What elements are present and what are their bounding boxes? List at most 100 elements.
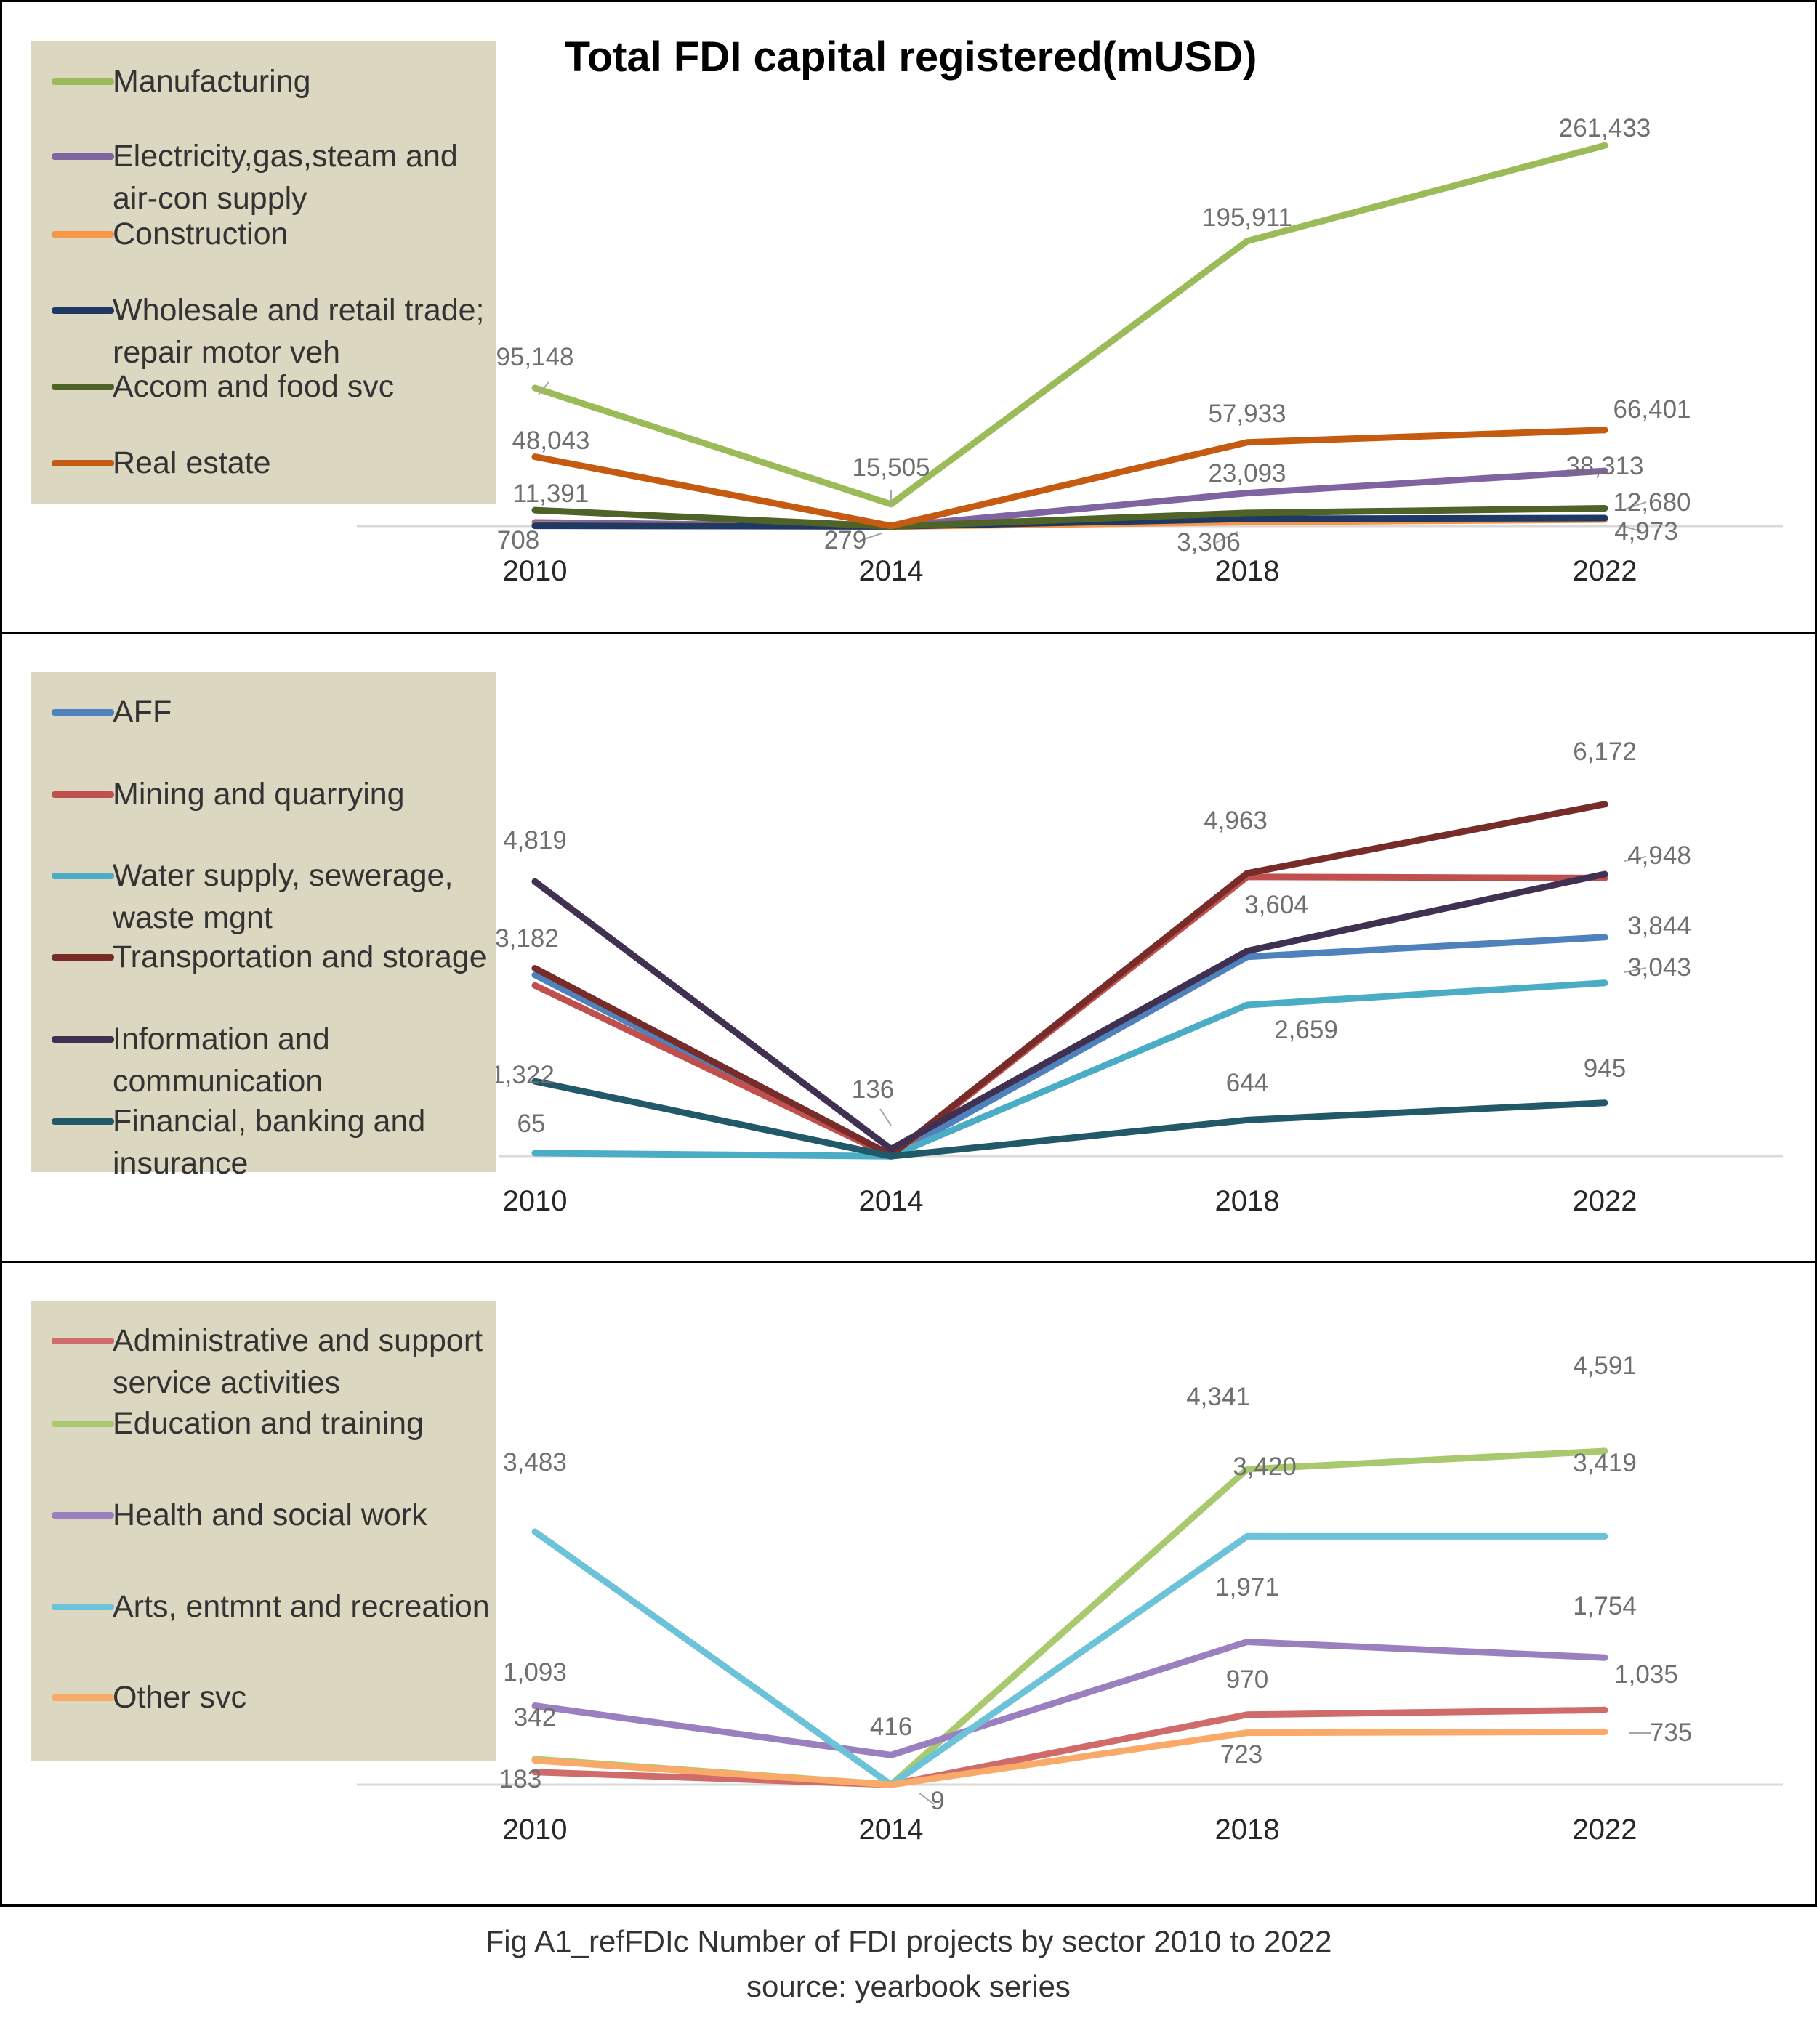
legend-label: Manufacturing: [113, 64, 311, 99]
data-label: 183: [499, 1765, 541, 1793]
series-line: [531, 1639, 1608, 1758]
legend-label: Accom and food svc: [113, 369, 395, 404]
x-tick-label: 2014: [859, 1185, 924, 1217]
data-label: 3,420: [1233, 1453, 1297, 1481]
series-line: [531, 870, 1608, 1152]
legend-swatch: [52, 709, 114, 716]
x-tick-label: 2022: [1573, 1814, 1637, 1846]
legend-swatch: [52, 791, 114, 798]
series-line: [531, 979, 1608, 1160]
legend-swatch: [52, 954, 114, 961]
legend-swatch: [52, 1604, 114, 1610]
data-label: 12,680: [1613, 488, 1691, 517]
data-label: 38,313: [1566, 452, 1643, 480]
data-label: 3,182: [495, 924, 559, 953]
legend-swatch: [52, 384, 114, 390]
legend-label: Financial, banking and insurance: [113, 1104, 426, 1181]
legend-label: Arts, entmnt and recreation: [113, 1589, 490, 1624]
series-line: [531, 1728, 1608, 1788]
label-leader-line: [1624, 856, 1647, 862]
data-label: 3,604: [1244, 891, 1308, 919]
data-label: 723: [1220, 1740, 1262, 1769]
data-label: 48,043: [512, 427, 589, 455]
x-tick-label: 2014: [859, 555, 924, 587]
data-label: 195,911: [1202, 203, 1292, 232]
legend-swatch: [52, 307, 114, 314]
series-line: [531, 1528, 1608, 1788]
data-label: 95,148: [496, 343, 573, 371]
legend-label: Water supply, sewerage, waste mgnt: [113, 858, 454, 935]
series-line: [531, 1078, 1608, 1160]
legend-sectors-a: AFF Mining and quarrying Water supply, sew…: [31, 672, 496, 1181]
label-leader-line: [1619, 525, 1642, 532]
x-tick-label: 2010: [503, 1814, 568, 1846]
label-leader-line: [919, 1793, 935, 1805]
legend-capital: Manufacturing Electricity,gas,steam and a…: [31, 41, 496, 504]
data-label: 708: [497, 526, 539, 554]
x-tick-label: 2018: [1215, 1814, 1280, 1846]
data-label: 644: [1226, 1069, 1268, 1097]
data-label: 3,419: [1573, 1449, 1637, 1477]
data-label: 6,172: [1573, 738, 1637, 766]
chart-panel-capital: 2010 2014 2018 2022 95,148 15,505 195,911 261,4…: [0, 0, 1817, 634]
data-label: 3,844: [1627, 912, 1691, 940]
data-label: 11,391: [513, 480, 589, 508]
legend-label: Education and training: [113, 1406, 424, 1441]
legend-label: Real estate: [113, 445, 271, 480]
series-line: [531, 505, 1608, 530]
chart-title: Total FDI capital registered(mUSD): [564, 33, 1257, 81]
legend-swatch: [52, 1118, 114, 1125]
legend-label: Construction: [113, 217, 289, 251]
legend-swatch: [52, 1694, 114, 1701]
x-tick-label: 2010: [503, 1185, 568, 1217]
legend-label: Health and social work: [113, 1498, 427, 1532]
data-label: 15,505: [852, 453, 930, 482]
legend-swatch: [52, 873, 114, 879]
x-tick-label: 2018: [1215, 1185, 1280, 1217]
data-label: 1,035: [1614, 1660, 1678, 1689]
figure-source: source: yearbook series: [746, 1969, 1071, 2003]
data-label: 4,341: [1186, 1383, 1250, 1411]
chart-plot-capital: 2010 2014 2018 2022 95,148 15,505 195,911 261,4…: [357, 114, 1783, 587]
data-label: 2,659: [1274, 1016, 1338, 1044]
data-label: 57,933: [1208, 400, 1286, 428]
data-label: 416: [870, 1713, 912, 1741]
data-label: 342: [514, 1703, 556, 1732]
chart-panel-sectors-b: 2010 2014 2018 2022 183 9 970 1,035 4,341 4,591 1,…: [0, 1261, 1817, 1907]
x-tick-label: 2018: [1215, 555, 1280, 587]
x-tick-label: 2014: [859, 1814, 924, 1846]
series-line: [531, 1706, 1608, 1788]
x-tick-label: 2010: [503, 555, 568, 587]
label-leader-line: [1624, 967, 1647, 973]
series-line: [531, 142, 1608, 508]
legend-label: Other svc: [113, 1680, 246, 1715]
x-tick-label: 2022: [1573, 1185, 1637, 1217]
data-label: 4,819: [503, 826, 567, 855]
legend-label: Information and communication: [113, 1022, 330, 1099]
data-label: 4,948: [1627, 841, 1691, 870]
data-label: 970: [1226, 1665, 1268, 1694]
legend-label: Transportation and storage: [113, 940, 487, 974]
chart-plot-sectors-a: 2010 2014 2018 2022 3,182 3,844 65 2,659 3,043 4,…: [491, 738, 1783, 1217]
data-label: 4,591: [1573, 1352, 1637, 1380]
data-label: 1,971: [1215, 1573, 1279, 1601]
data-label: 3,043: [1627, 953, 1691, 982]
data-label: 1,093: [503, 1658, 567, 1686]
label-leader-line: [1624, 501, 1647, 510]
data-label: 3,483: [503, 1448, 567, 1477]
series-line: [531, 427, 1608, 530]
label-leader-line: [879, 1108, 892, 1126]
series-line: [531, 801, 1608, 1159]
legend-swatch: [52, 1036, 114, 1043]
data-label: 66,401: [1613, 395, 1691, 424]
legend-swatch: [52, 460, 114, 466]
label-leader-line: [859, 533, 882, 541]
legend-swatch: [52, 153, 114, 160]
data-label: 4,973: [1614, 517, 1678, 546]
legend-label: Administrative and support service activ…: [113, 1323, 483, 1400]
series-line: [531, 934, 1608, 1160]
data-label: 279: [824, 526, 866, 554]
data-label: 23,093: [1208, 459, 1286, 488]
legend-swatch: [52, 1338, 114, 1344]
data-label: 945: [1584, 1054, 1626, 1083]
